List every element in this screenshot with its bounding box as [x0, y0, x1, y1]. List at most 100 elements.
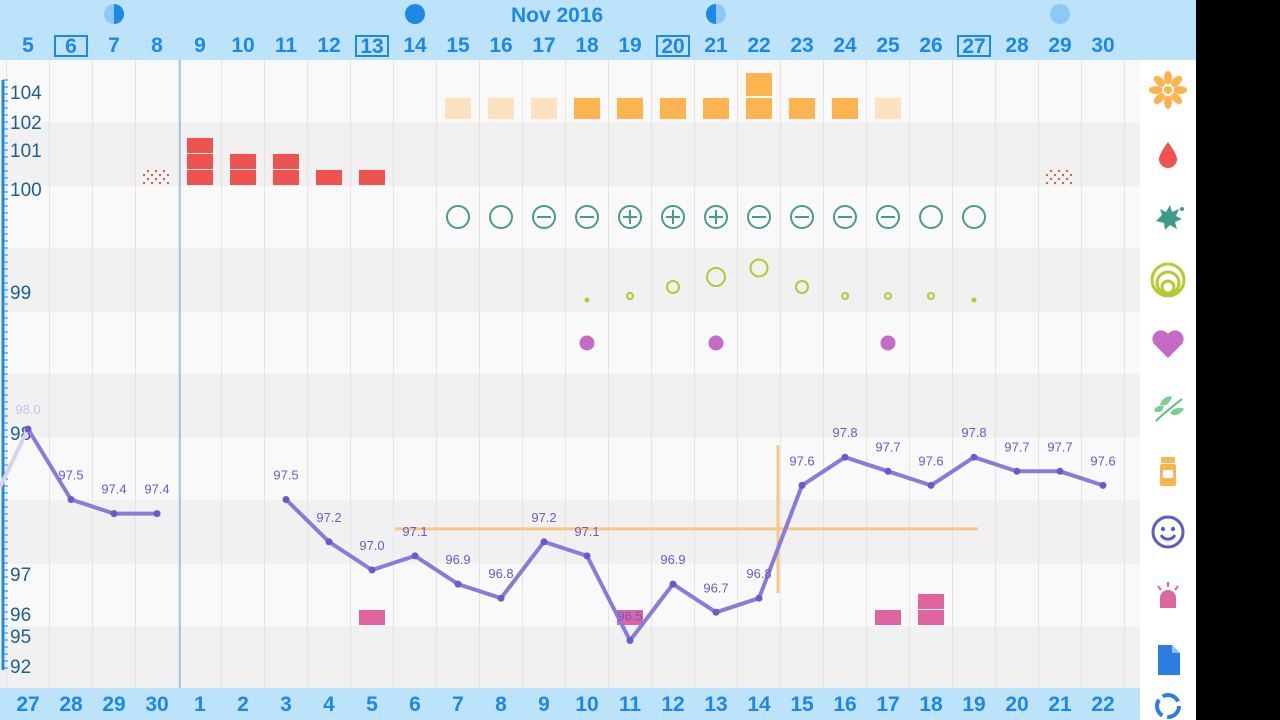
temperature-line — [26, 427, 157, 516]
header-date-26[interactable]: 26 — [919, 34, 943, 57]
header-date-5[interactable]: 5 — [22, 34, 34, 57]
cycle-day-17[interactable]: 13 — [704, 693, 728, 716]
cycle-day-19[interactable]: 15 — [790, 693, 814, 716]
header-date-6[interactable]: 6 — [54, 35, 88, 57]
bell-icon[interactable] — [1146, 574, 1190, 618]
menstruation-nov-13 — [359, 170, 385, 185]
spotting-dot — [167, 178, 169, 180]
cycle-day-9[interactable]: 5 — [366, 693, 378, 716]
splash-icon[interactable] — [1146, 195, 1190, 239]
cervix-icon[interactable] — [1146, 258, 1190, 302]
cycle-day-4[interactable]: 30 — [145, 693, 169, 716]
symptom-mark — [875, 610, 901, 625]
ovulation-test-circle — [532, 205, 556, 229]
heart-icon[interactable] — [1146, 322, 1190, 366]
header-date-22[interactable]: 22 — [747, 34, 771, 57]
cycle-day-26[interactable]: 22 — [1091, 693, 1115, 716]
cycle-day-10[interactable]: 6 — [409, 693, 421, 716]
cervix-mark — [884, 292, 892, 300]
header-date-12[interactable]: 12 — [317, 34, 341, 57]
header-date-21[interactable]: 21 — [704, 34, 728, 57]
ovulation-test-negative — [747, 205, 771, 229]
header-date-19[interactable]: 19 — [618, 34, 642, 57]
ovulation-test-circle — [962, 205, 986, 229]
menstruation-nov-12 — [316, 170, 342, 185]
spotting-dot — [1054, 174, 1056, 176]
cervix-marks — [584, 258, 977, 303]
menstruation-nov-9 — [187, 154, 213, 169]
cycle-day-6[interactable]: 2 — [237, 693, 249, 716]
spotting-dot — [1058, 178, 1060, 180]
y-tick-label-102: 102 — [10, 113, 42, 134]
spotting-dot — [1054, 178, 1056, 180]
cycle-day-20[interactable]: 16 — [833, 693, 857, 716]
cycle-day-3[interactable]: 29 — [102, 693, 126, 716]
header-date-24[interactable]: 24 — [833, 34, 857, 57]
temperature-point — [970, 453, 978, 461]
header-date-23[interactable]: 23 — [790, 34, 814, 57]
symptom-mark — [617, 610, 643, 625]
spotting-dot — [1058, 170, 1060, 172]
header-date-11[interactable]: 11 — [274, 34, 298, 57]
spotting-dot — [155, 182, 157, 184]
cycle-day-25[interactable]: 21 — [1048, 693, 1072, 716]
cycle-day-5[interactable]: 1 — [194, 693, 206, 716]
y-tick-label-101: 101 — [10, 141, 42, 162]
cycle-day-18[interactable]: 14 — [747, 693, 771, 716]
header-date-25[interactable]: 25 — [876, 34, 900, 57]
header-date-16[interactable]: 16 — [489, 34, 513, 57]
cycle-day-7[interactable]: 3 — [280, 693, 292, 716]
header-date-20[interactable]: 20 — [656, 35, 690, 57]
ovulation-test-positive — [661, 205, 685, 229]
ovulation-test-circle — [919, 205, 943, 229]
y-tick-label-92: 92 — [10, 657, 31, 678]
header-date-28[interactable]: 28 — [1005, 34, 1029, 57]
ovulation-test-circle — [833, 205, 857, 229]
value-label: 97.6 — [1090, 453, 1115, 468]
header-date-29[interactable]: 29 — [1048, 34, 1072, 57]
header-date-14[interactable]: 14 — [403, 34, 427, 57]
cycle-day-22[interactable]: 18 — [919, 693, 943, 716]
spotting-dot — [167, 182, 169, 184]
symptom-mark — [918, 594, 944, 609]
ovulation-test-marks — [446, 205, 986, 229]
ovulation-test-circle — [747, 205, 771, 229]
cycle-day-13[interactable]: 9 — [538, 693, 550, 716]
row-band — [0, 500, 1140, 564]
spotting-dot — [1062, 178, 1064, 180]
cycle-day-23[interactable]: 19 — [962, 693, 986, 716]
header-date-27[interactable]: 27 — [957, 35, 991, 57]
cycle-day-8[interactable]: 4 — [323, 693, 335, 716]
spotting-dot — [1058, 182, 1060, 184]
header-date-10[interactable]: 10 — [231, 34, 255, 57]
spotting-dot — [1054, 182, 1056, 184]
flower-icon[interactable] — [1146, 68, 1190, 112]
document-icon[interactable] — [1146, 637, 1190, 681]
header-date-9[interactable]: 9 — [194, 34, 206, 57]
ovulation-test-positive — [704, 205, 728, 229]
header-date-13[interactable]: 13 — [355, 35, 389, 57]
leaf-icon[interactable] — [1146, 385, 1190, 429]
cycle-day-16[interactable]: 12 — [661, 693, 685, 716]
cycle-day-15[interactable]: 11 — [618, 693, 642, 716]
header-date-17[interactable]: 17 — [532, 34, 556, 57]
ovulation-test-circle — [661, 205, 685, 229]
drop-icon[interactable] — [1146, 132, 1190, 176]
cycle-day-21[interactable]: 17 — [876, 693, 900, 716]
header-date-7[interactable]: 7 — [108, 34, 120, 57]
temperature-point — [67, 496, 75, 503]
header-date-30[interactable]: 30 — [1091, 34, 1115, 57]
cycle-day-2[interactable]: 28 — [59, 693, 83, 716]
smiley-icon[interactable] — [1146, 510, 1190, 554]
sync-icon[interactable] — [1146, 682, 1190, 720]
header-date-8[interactable]: 8 — [151, 34, 163, 57]
cycle-day-14[interactable]: 10 — [575, 693, 599, 716]
pill-bottle-icon[interactable] — [1146, 448, 1190, 492]
cycle-day-12[interactable]: 8 — [495, 693, 507, 716]
header-date-15[interactable]: 15 — [446, 34, 470, 57]
cycle-day-11[interactable]: 7 — [452, 693, 464, 716]
header-date-18[interactable]: 18 — [575, 34, 599, 57]
cycle-day-1[interactable]: 27 — [16, 693, 40, 716]
cycle-day-24[interactable]: 20 — [1005, 693, 1029, 716]
